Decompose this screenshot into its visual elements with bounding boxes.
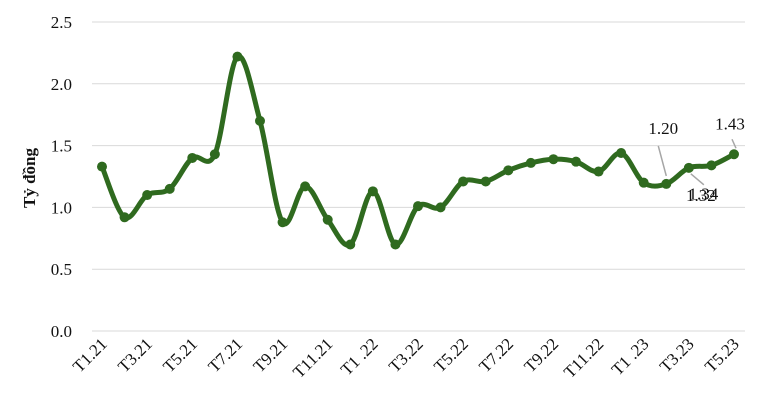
annotation-leader-line [731, 138, 737, 149]
data-point [209, 149, 220, 160]
x-tick-label: T5.23 [701, 334, 743, 376]
y-axis-ticks: 0.0 0.5 1.0 1.5 2.0 2.5 [51, 13, 72, 341]
data-point [661, 178, 672, 189]
data-point [255, 115, 265, 126]
y-tick-label: 2.5 [51, 13, 72, 32]
data-points [97, 51, 739, 250]
data-point [232, 51, 243, 62]
data-point [119, 212, 130, 223]
y-tick-label: 0.0 [51, 322, 72, 341]
data-label: 1.32 [686, 186, 716, 205]
y-tick-label: 0.5 [51, 260, 72, 279]
data-point [706, 160, 717, 171]
data-point [593, 166, 604, 177]
data-point [548, 154, 559, 165]
data-point [164, 183, 175, 194]
data-point [413, 201, 423, 212]
data-point [480, 176, 491, 187]
data-point [503, 165, 514, 176]
data-label-annotations: 1.20 1.321.34 1.43 [648, 114, 744, 205]
x-tick-label: T5.21 [159, 334, 201, 376]
data-point [367, 186, 378, 197]
data-label: 1.43 [715, 114, 745, 133]
data-point [683, 162, 694, 173]
x-tick-label: T11.22 [560, 334, 607, 381]
y-tick-label: 1.0 [51, 198, 72, 217]
series-line [99, 53, 737, 248]
data-point [458, 176, 469, 187]
y-axis-label: Tỷ đồng [20, 148, 39, 208]
x-tick-label: T1 .22 [337, 334, 382, 379]
data-point [616, 148, 627, 159]
data-point [638, 177, 649, 188]
data-label: 1.20 [648, 119, 678, 138]
x-tick-label: T9.22 [520, 334, 562, 376]
x-tick-label: T1.21 [69, 334, 111, 376]
data-point [322, 214, 333, 225]
y-tick-label: 2.0 [51, 75, 72, 94]
data-label: 1.34 [689, 184, 719, 203]
x-tick-label: T3.21 [114, 334, 156, 376]
y-tick-label: 1.5 [51, 137, 72, 156]
x-tick-label: T3.23 [656, 334, 698, 376]
gridlines [92, 21, 745, 332]
data-point [729, 149, 739, 160]
data-point [300, 181, 311, 192]
x-tick-label: T11.21 [289, 334, 336, 381]
data-point [435, 202, 446, 213]
x-tick-label: T1 .23 [608, 334, 653, 379]
data-point [187, 152, 198, 163]
x-tick-label: T7.22 [475, 334, 517, 376]
data-point [142, 190, 153, 201]
x-tick-label: T9.21 [250, 334, 292, 376]
x-tick-label: T7.21 [204, 334, 246, 376]
data-point [97, 161, 107, 172]
x-tick-label: T3.22 [385, 334, 427, 376]
data-point [345, 239, 356, 250]
data-point [390, 239, 401, 250]
data-point [525, 157, 536, 168]
x-tick-label: T5.22 [430, 334, 472, 376]
data-point [277, 217, 288, 228]
annotation-leader-line [657, 145, 668, 177]
data-point [571, 156, 581, 167]
annotation-leader-line [690, 173, 705, 186]
